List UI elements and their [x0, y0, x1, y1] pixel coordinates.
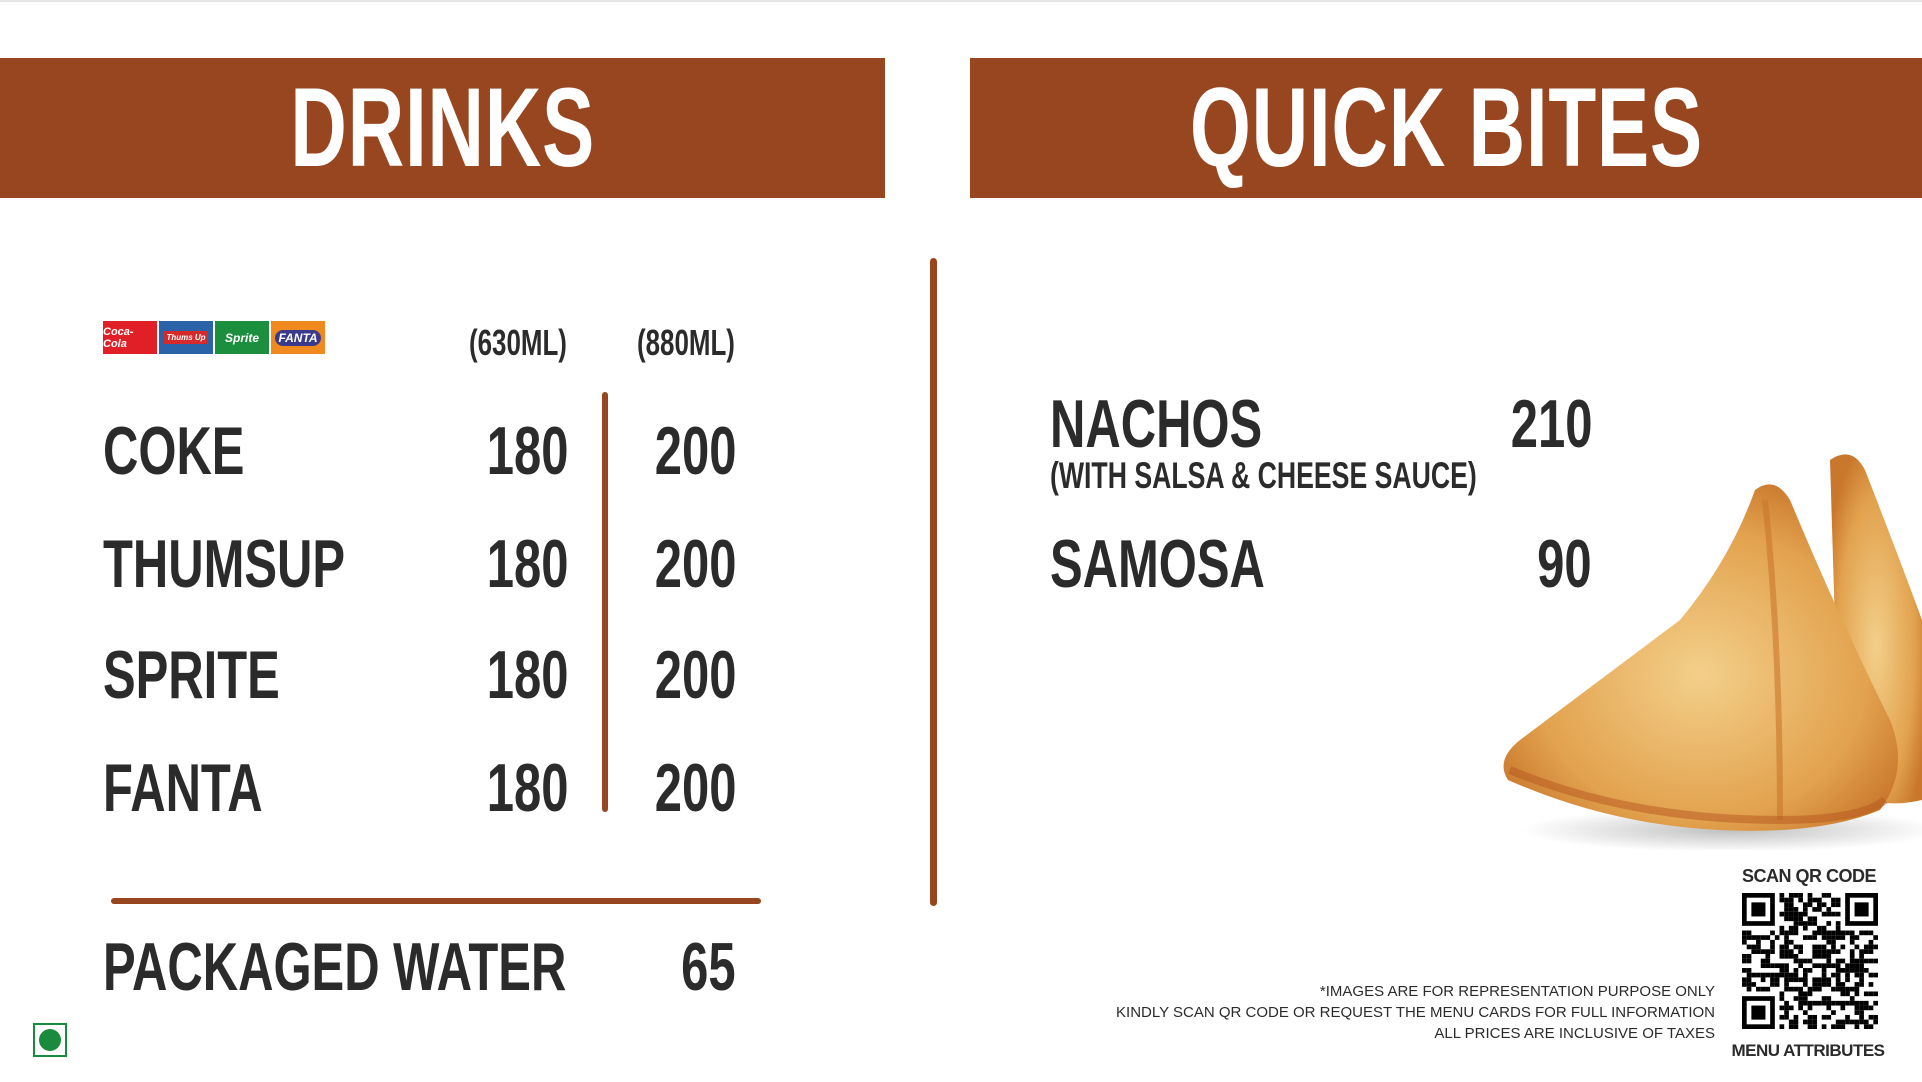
qr-caption: MENU ATTRIBUTES: [1731, 1041, 1885, 1060]
note-scan-qr: KINDLY SCAN QR CODE OR REQUEST THE MENU …: [1116, 1004, 1715, 1021]
price-small: 180: [486, 637, 568, 713]
veg-icon: [33, 1023, 67, 1057]
size-divider: [602, 392, 608, 812]
price-large: 200: [654, 750, 736, 826]
price-small: 180: [486, 413, 568, 489]
size-630ml-header: (630ML): [469, 322, 567, 363]
water-price: 65: [681, 929, 736, 1005]
drink-name: FANTA: [103, 750, 263, 826]
price-small: 180: [486, 526, 568, 602]
quick-bites-header: QUICK BITES: [970, 58, 1922, 198]
top-border: [0, 0, 1922, 2]
nachos-price: 210: [1510, 386, 1592, 462]
quick-bites-title: QUICK BITES: [1189, 65, 1703, 190]
price-large: 200: [654, 637, 736, 713]
drink-name: COKE: [103, 413, 245, 489]
center-divider: [930, 258, 937, 906]
price-large: 200: [654, 526, 736, 602]
water-divider: [111, 898, 761, 904]
samosa-name: SAMOSA: [1050, 526, 1265, 602]
drinks-title: DRINKS: [290, 65, 595, 190]
samosa-image: [1503, 454, 1922, 850]
nachos-subtitle: (WITH SALSA & CHEESE SAUCE): [1050, 455, 1477, 496]
nachos-name: NACHOS: [1050, 386, 1263, 462]
sprite-logo: Sprite: [215, 321, 269, 354]
drinks-header: DRINKS: [0, 58, 885, 198]
qr-code[interactable]: [1742, 893, 1878, 1029]
note-taxes: ALL PRICES ARE INCLUSIVE OF TAXES: [1434, 1025, 1715, 1042]
price-large: 200: [654, 413, 736, 489]
samosa-price: 90: [1537, 526, 1592, 602]
price-small: 180: [486, 750, 568, 826]
coca-cola-logo: Coca-Cola: [103, 321, 157, 354]
qr-title: SCAN QR CODE: [1741, 866, 1877, 886]
drink-name: SPRITE: [103, 637, 280, 713]
fanta-logo: FANTA: [271, 321, 325, 354]
size-880ml-header: (880ML): [637, 322, 735, 363]
water-name: PACKAGED WATER: [103, 929, 567, 1005]
drink-name: THUMSUP: [103, 526, 346, 602]
note-images: *IMAGES ARE FOR REPRESENTATION PURPOSE O…: [1319, 983, 1715, 1000]
thums-up-logo: Thums Up: [159, 321, 213, 354]
